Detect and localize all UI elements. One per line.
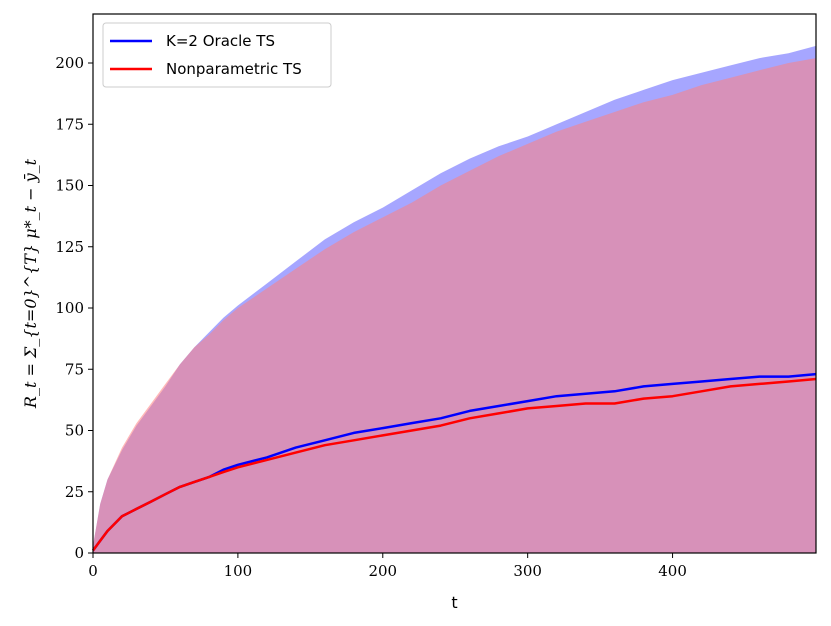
y-axis-label: R_t = Σ_{t=0}^{T} μ*_t − ȳ_t (21, 158, 40, 409)
confidence-bands (93, 45, 816, 554)
y-axis: 0 25 50 75 100 125 150 175 200 (55, 54, 93, 562)
y-tick-label: 100 (55, 299, 84, 317)
x-tick-label: 400 (658, 562, 687, 580)
y-tick-label: 125 (55, 238, 84, 256)
x-tick-label: 0 (88, 562, 98, 580)
x-axis-label: t (451, 593, 457, 612)
legend-label: Nonparametric TS (166, 60, 302, 78)
y-tick-label: 150 (55, 177, 84, 195)
x-axis: 0 100 200 300 400 (88, 553, 687, 580)
plot-frame (92, 13, 817, 554)
band-nonparametric (93, 58, 816, 553)
series-lines (91, 372, 817, 552)
line-nonparametric (91, 377, 817, 552)
y-tick-label: 75 (65, 360, 84, 378)
x-tick-label: 300 (513, 562, 542, 580)
legend: K=2 Oracle TS Nonparametric TS (102, 22, 332, 88)
y-tick-label: 175 (55, 115, 84, 133)
legend-box (102, 22, 332, 88)
x-tick-label: 100 (224, 562, 253, 580)
y-tick-label: 25 (65, 483, 84, 501)
y-tick-label: 200 (55, 54, 84, 72)
x-tick-label: 200 (368, 562, 397, 580)
legend-label: K=2 Oracle TS (166, 32, 275, 50)
y-tick-label: 50 (65, 422, 84, 440)
y-tick-label: 0 (74, 544, 84, 562)
